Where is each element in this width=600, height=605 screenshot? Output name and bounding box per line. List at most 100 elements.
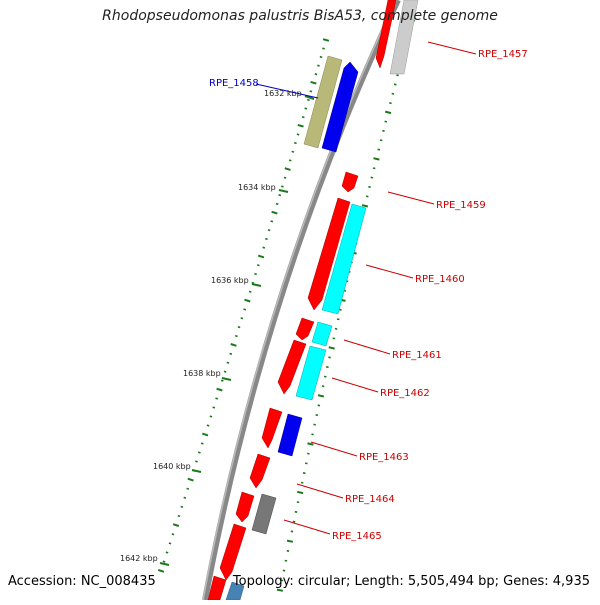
gene-feature-red[interactable] [235,491,255,523]
gene-labels: RPE_1457 RPE_1458 RPE_1459 RPE_1460 RPE_… [209,41,528,542]
label-leader [255,83,319,99]
kbp-tick [159,562,170,566]
tick-mark [326,366,329,369]
gene-feature-red[interactable] [375,0,397,69]
tick-mark [157,568,165,573]
tick-mark [278,194,282,197]
tick-mark [391,92,395,95]
accession-text: Accession: NC_008435 [8,574,156,589]
tick-mark [244,298,251,303]
gene-feature-lightgray[interactable] [389,0,419,75]
tick-mark [162,560,166,563]
map-title: Rhodopseudomonas palustris BisA53, compl… [102,8,498,24]
gene-label-rpe-1462[interactable]: RPE_1462 [380,388,430,399]
tick-mark [379,139,383,142]
gene-label-rpe-1463[interactable]: RPE_1463 [359,452,409,463]
gene-feature-red[interactable] [277,339,307,395]
genome-backbone-highlight [202,0,397,601]
tick-mark [321,385,325,388]
tick-mark [226,361,230,364]
tick-mark [297,123,304,128]
tick-mark [389,102,392,105]
kbp-labels: 1632 kbp 1634 kbp 1636 kbp 1638 kbp 1640… [120,89,315,566]
tick-mark [296,490,304,495]
gene-feature-gray[interactable] [251,493,277,535]
tick-mark [271,210,278,215]
tick-mark [286,539,294,543]
gene-feature-cyan[interactable] [295,345,327,401]
tick-mark [336,318,340,321]
tick-mark [257,254,265,259]
gene-feature-blue[interactable] [321,61,359,153]
gene-label-rpe-1464[interactable]: RPE_1464 [345,494,395,505]
tick-mark [237,326,241,329]
tick-mark [284,167,291,171]
gene-feature-red[interactable] [307,197,351,311]
label-leader [296,483,344,499]
tick-mark [186,487,190,490]
tick-mark [396,74,399,77]
tick-mark [177,514,181,518]
gene-label-rpe-1460[interactable]: RPE_1460 [415,274,465,285]
tick-mark [294,141,297,145]
tick-mark [294,510,298,513]
tick-mark [314,73,318,76]
tick-mark [243,308,247,311]
tick-mark [384,120,388,123]
tick-mark [307,442,314,446]
tick-mark [288,159,292,162]
tick-mark [283,176,287,179]
gene-label-rpe-1458[interactable]: RPE_1458 [209,78,259,89]
tick-mark [206,424,210,427]
tick-mark [302,472,306,475]
tick-mark [315,414,319,417]
tick-mark [286,549,290,552]
tick-mark [317,394,325,398]
gene-feature-cyan[interactable] [321,203,367,315]
gene-label-rpe-1461[interactable]: RPE_1461 [392,350,442,361]
tick-mark [377,148,381,151]
tick-mark [183,496,187,499]
gene-features [207,0,419,601]
kbp-tick [304,95,315,100]
gene-feature-cyan[interactable] [311,321,333,347]
kbp-tick [191,469,202,473]
gene-feature-red[interactable] [261,407,283,449]
tick-mark [165,551,169,554]
label-leader [387,191,435,205]
tick-mark [319,55,323,59]
gene-feature-red[interactable] [295,317,315,341]
tick-mark [197,451,201,454]
gene-label-rpe-1465[interactable]: RPE_1465 [332,531,382,542]
gene-feature-red[interactable] [341,171,359,193]
gene-feature-olive[interactable] [303,55,343,149]
gene-label-rpe-1459[interactable]: RPE_1459 [436,200,486,211]
kbp-label: 1632 kbp [264,89,302,98]
gene-feature-blue[interactable] [277,413,303,457]
tick-mark [339,308,342,311]
kbp-label: 1636 kbp [211,276,249,285]
tick-mark [262,246,266,249]
label-leader [310,441,358,457]
label-leader [427,41,477,55]
gene-label-rpe-1457[interactable]: RPE_1457 [478,49,528,60]
tick-mark [284,559,288,562]
tick-mark [195,460,198,463]
tick-mark [365,195,369,198]
tick-mark [251,281,255,285]
tick-mark [323,375,327,378]
tick-marks-left [157,38,330,573]
tick-mark [229,352,233,355]
tick-mark [209,415,213,418]
kbp-label: 1638 kbp [183,369,221,378]
tick-mark [270,220,274,223]
gene-feature-red[interactable] [249,453,271,489]
gene-feature-red[interactable] [219,523,247,581]
tick-mark [201,432,209,437]
tick-mark [265,237,268,241]
kbp-tick [221,377,232,381]
tick-mark [200,442,204,445]
tick-mark [317,404,321,407]
